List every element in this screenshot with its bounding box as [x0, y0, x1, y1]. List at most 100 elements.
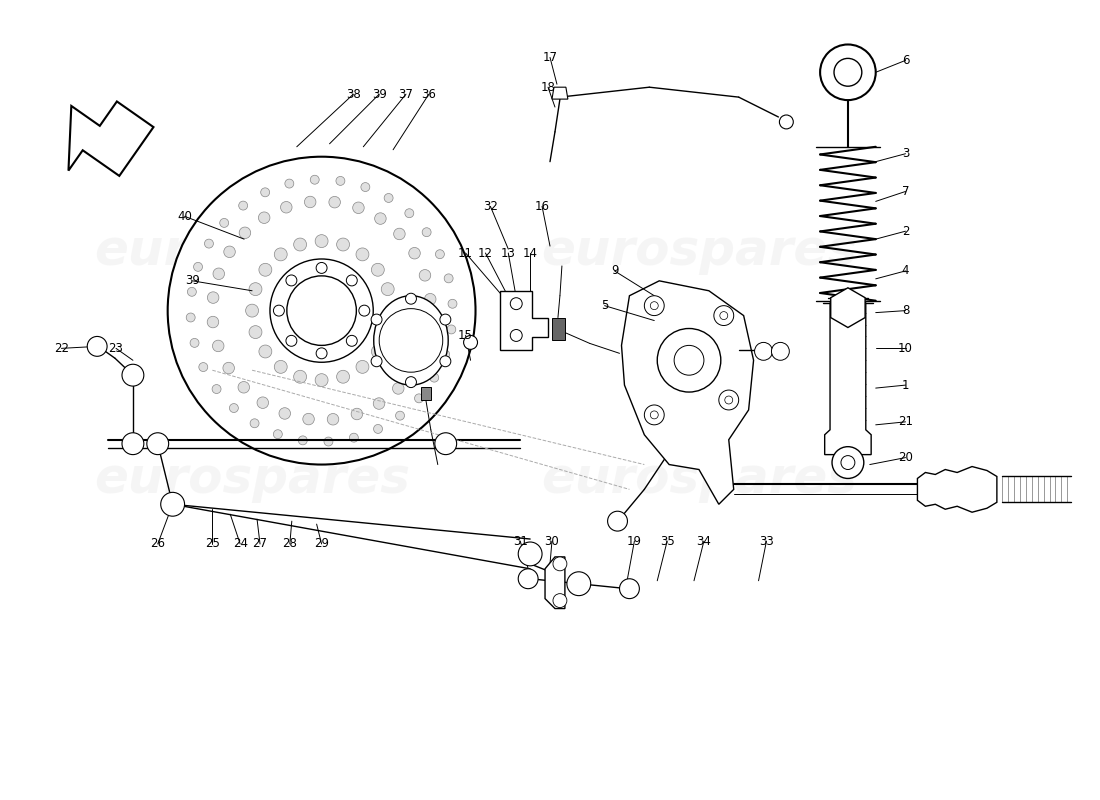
Text: 3: 3	[902, 147, 910, 160]
Circle shape	[372, 263, 384, 276]
Polygon shape	[421, 387, 431, 400]
Text: 31: 31	[513, 534, 528, 547]
Circle shape	[336, 177, 345, 186]
Circle shape	[361, 182, 370, 191]
Polygon shape	[621, 281, 754, 504]
Text: 35: 35	[660, 534, 674, 547]
Circle shape	[384, 194, 393, 202]
Circle shape	[674, 346, 704, 375]
Circle shape	[261, 188, 270, 197]
Circle shape	[223, 362, 234, 374]
Circle shape	[353, 202, 364, 214]
Circle shape	[430, 373, 439, 382]
Circle shape	[419, 342, 430, 354]
Text: 38: 38	[346, 88, 361, 101]
Text: 32: 32	[483, 200, 498, 213]
Circle shape	[385, 304, 397, 317]
Circle shape	[250, 419, 258, 428]
Circle shape	[285, 179, 294, 188]
Circle shape	[146, 433, 168, 454]
Circle shape	[510, 330, 522, 342]
Text: 12: 12	[478, 246, 493, 259]
Circle shape	[375, 213, 386, 224]
Circle shape	[725, 396, 733, 404]
Circle shape	[372, 345, 384, 358]
Text: eurospares: eurospares	[95, 455, 410, 503]
Ellipse shape	[374, 296, 448, 385]
Circle shape	[220, 218, 229, 227]
Text: 21: 21	[898, 415, 913, 428]
Circle shape	[249, 282, 262, 295]
Circle shape	[714, 306, 734, 326]
Text: 11: 11	[458, 246, 473, 259]
Circle shape	[447, 325, 455, 334]
Circle shape	[302, 414, 315, 425]
Circle shape	[239, 201, 248, 210]
Circle shape	[274, 248, 287, 261]
Circle shape	[207, 316, 219, 328]
Circle shape	[405, 209, 414, 218]
Circle shape	[834, 58, 861, 86]
Circle shape	[607, 511, 627, 531]
Circle shape	[208, 292, 219, 303]
Text: 14: 14	[522, 246, 538, 259]
Text: 16: 16	[535, 200, 550, 213]
Circle shape	[553, 594, 566, 607]
Text: 39: 39	[185, 274, 200, 287]
Circle shape	[379, 309, 442, 372]
Text: 19: 19	[627, 534, 642, 547]
Text: 2: 2	[902, 225, 910, 238]
Circle shape	[448, 299, 456, 308]
Circle shape	[842, 456, 855, 470]
Circle shape	[324, 437, 333, 446]
Circle shape	[371, 356, 382, 366]
Circle shape	[223, 246, 235, 258]
Circle shape	[213, 268, 224, 279]
Text: 5: 5	[601, 299, 608, 312]
Text: eurospares: eurospares	[541, 227, 857, 275]
Circle shape	[406, 294, 417, 304]
Circle shape	[518, 569, 538, 589]
Circle shape	[161, 492, 185, 516]
Circle shape	[408, 364, 419, 375]
Circle shape	[286, 335, 297, 346]
Circle shape	[316, 348, 327, 358]
Circle shape	[298, 436, 307, 445]
Text: 40: 40	[177, 210, 192, 222]
Circle shape	[280, 202, 293, 213]
Text: eurospares: eurospares	[541, 455, 857, 503]
Circle shape	[650, 411, 658, 419]
Circle shape	[187, 287, 196, 296]
Circle shape	[238, 382, 250, 393]
Circle shape	[619, 578, 639, 598]
Circle shape	[230, 403, 239, 413]
Circle shape	[356, 248, 369, 261]
Circle shape	[257, 397, 268, 409]
Circle shape	[194, 262, 202, 271]
Text: 39: 39	[372, 88, 386, 101]
Circle shape	[274, 430, 283, 438]
Circle shape	[199, 362, 208, 371]
Polygon shape	[500, 290, 548, 350]
Circle shape	[167, 157, 475, 465]
Polygon shape	[68, 102, 154, 176]
Circle shape	[258, 345, 272, 358]
Circle shape	[463, 335, 477, 350]
Text: eurospares: eurospares	[95, 227, 410, 275]
Polygon shape	[830, 288, 865, 327]
Circle shape	[212, 385, 221, 394]
Text: 9: 9	[610, 265, 618, 278]
Circle shape	[436, 250, 444, 258]
Circle shape	[274, 361, 287, 374]
Circle shape	[315, 234, 328, 247]
Circle shape	[566, 572, 591, 596]
Circle shape	[351, 408, 363, 420]
Text: 20: 20	[898, 451, 913, 464]
Circle shape	[337, 370, 350, 383]
Circle shape	[650, 302, 658, 310]
Circle shape	[419, 270, 431, 281]
Circle shape	[212, 340, 224, 352]
Circle shape	[87, 337, 107, 356]
Text: 8: 8	[902, 304, 910, 317]
Circle shape	[258, 212, 270, 223]
